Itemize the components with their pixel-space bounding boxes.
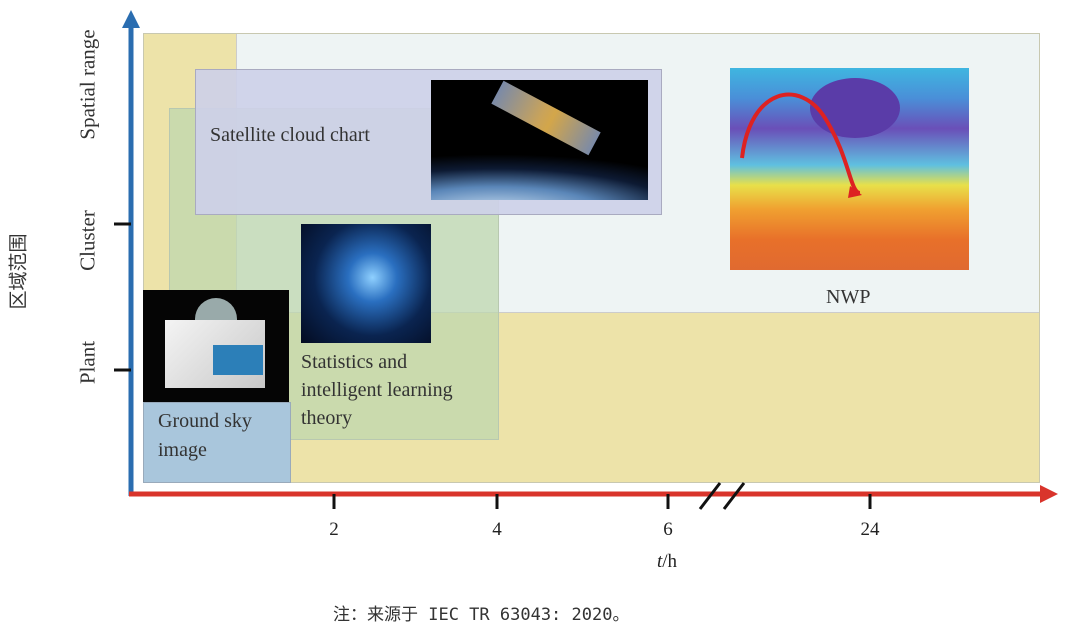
x-axis-title: t/h (656, 551, 678, 572)
nwp-label: NWP (826, 286, 871, 308)
arrow-icon (740, 92, 862, 198)
x-tick-label-24: 24 (860, 519, 880, 540)
statistics-label-3: theory (301, 407, 353, 429)
satellite-label: Satellite cloud chart (210, 124, 370, 146)
sky-imager-image (143, 290, 289, 402)
axis-break-2 (722, 482, 746, 510)
y-axis-arrow (122, 10, 140, 28)
ground-label-1: Ground sky (158, 410, 252, 432)
nwp-map-image (730, 68, 969, 270)
statistics-label-2: intelligent learning (301, 379, 453, 401)
x-tick-label-4: 4 (492, 519, 502, 540)
neuron-image (301, 224, 431, 343)
x-tick-label-2: 2 (329, 519, 339, 540)
ground-region (143, 402, 291, 483)
satellite-image (431, 80, 648, 200)
x-axis-arrow (1040, 485, 1058, 503)
x-tick-label-6: 6 (663, 519, 673, 540)
axis-break-1 (698, 482, 722, 510)
statistics-label-1: Statistics and (301, 351, 408, 373)
y-tick-label-cluster: Cluster (75, 210, 100, 271)
y-axis-title: 区域范围 (8, 233, 30, 310)
ground-label-2: image (158, 439, 207, 461)
y-tick-label-plant: Plant (75, 340, 100, 385)
caption: 注：来源于 IEC TR 63043: 2020。 (333, 605, 630, 625)
y-tick-label-spatial-range: Spatial range (75, 29, 100, 140)
